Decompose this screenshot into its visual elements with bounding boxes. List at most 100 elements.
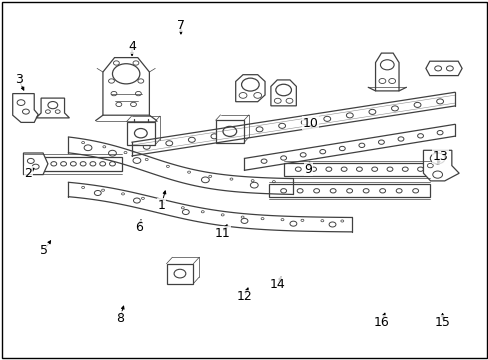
Polygon shape: [244, 124, 454, 170]
Circle shape: [210, 134, 217, 139]
Polygon shape: [36, 98, 69, 118]
Circle shape: [432, 171, 442, 178]
Circle shape: [436, 99, 443, 104]
Text: 14: 14: [269, 278, 285, 291]
Circle shape: [256, 127, 263, 132]
Circle shape: [133, 61, 139, 65]
Circle shape: [100, 162, 105, 166]
Circle shape: [380, 60, 393, 70]
Circle shape: [241, 216, 244, 218]
Circle shape: [161, 202, 164, 204]
Circle shape: [325, 167, 331, 171]
Circle shape: [90, 162, 96, 166]
Circle shape: [323, 116, 330, 121]
Circle shape: [320, 220, 323, 222]
Circle shape: [417, 134, 423, 138]
Text: 16: 16: [373, 316, 388, 329]
Circle shape: [388, 78, 395, 84]
Circle shape: [329, 189, 335, 193]
Circle shape: [346, 189, 352, 193]
Circle shape: [31, 162, 37, 166]
Polygon shape: [283, 163, 429, 176]
Circle shape: [413, 102, 420, 107]
Bar: [126, 122, 155, 145]
Circle shape: [417, 167, 423, 171]
Circle shape: [55, 110, 60, 113]
Circle shape: [221, 214, 224, 216]
Circle shape: [109, 162, 115, 166]
Circle shape: [182, 210, 189, 215]
Circle shape: [278, 123, 285, 129]
Bar: [215, 120, 244, 143]
Text: 4: 4: [128, 40, 136, 53]
Circle shape: [272, 181, 275, 183]
Circle shape: [165, 141, 172, 146]
Circle shape: [102, 189, 104, 191]
Circle shape: [285, 98, 292, 103]
Circle shape: [429, 153, 444, 164]
Circle shape: [108, 150, 116, 156]
Circle shape: [80, 162, 86, 166]
Circle shape: [371, 167, 377, 171]
Circle shape: [301, 120, 307, 125]
Text: 11: 11: [214, 227, 230, 240]
Circle shape: [434, 66, 441, 71]
Polygon shape: [375, 53, 398, 91]
Circle shape: [122, 193, 124, 195]
Text: 12: 12: [236, 291, 252, 303]
Circle shape: [241, 219, 247, 224]
Circle shape: [275, 84, 291, 96]
Circle shape: [188, 137, 195, 142]
Text: 15: 15: [434, 316, 449, 329]
Circle shape: [130, 102, 136, 107]
Circle shape: [233, 130, 240, 135]
Circle shape: [229, 178, 232, 180]
Circle shape: [368, 109, 375, 114]
Circle shape: [297, 189, 303, 193]
Circle shape: [187, 171, 190, 173]
Circle shape: [446, 66, 452, 71]
Circle shape: [124, 152, 127, 154]
Circle shape: [261, 217, 264, 220]
Circle shape: [356, 167, 362, 171]
Circle shape: [208, 175, 211, 177]
Circle shape: [319, 149, 325, 154]
Circle shape: [378, 140, 384, 144]
Circle shape: [84, 145, 92, 150]
Circle shape: [261, 159, 266, 163]
Circle shape: [135, 91, 141, 96]
Circle shape: [250, 182, 258, 188]
Circle shape: [143, 144, 150, 149]
Circle shape: [41, 162, 47, 166]
Circle shape: [391, 106, 398, 111]
Circle shape: [310, 167, 316, 171]
Circle shape: [363, 189, 368, 193]
Circle shape: [102, 146, 105, 148]
Circle shape: [300, 153, 305, 157]
Polygon shape: [103, 58, 149, 115]
Circle shape: [138, 79, 143, 83]
Circle shape: [300, 219, 303, 221]
Circle shape: [61, 162, 66, 166]
Circle shape: [378, 78, 385, 84]
Circle shape: [133, 198, 140, 203]
Text: 6: 6: [135, 221, 143, 234]
Polygon shape: [425, 61, 461, 76]
Circle shape: [32, 164, 39, 169]
Circle shape: [253, 93, 261, 98]
Circle shape: [111, 91, 117, 96]
Circle shape: [239, 93, 246, 98]
Circle shape: [22, 109, 29, 114]
Polygon shape: [24, 157, 122, 171]
Circle shape: [280, 156, 286, 160]
Circle shape: [251, 180, 254, 182]
Circle shape: [281, 219, 284, 221]
Text: 7: 7: [177, 19, 184, 32]
Circle shape: [289, 221, 296, 226]
Text: 3: 3: [15, 73, 22, 86]
Circle shape: [112, 64, 140, 84]
Bar: [166, 264, 193, 284]
Circle shape: [116, 102, 122, 107]
Circle shape: [436, 131, 442, 135]
Circle shape: [379, 189, 385, 193]
